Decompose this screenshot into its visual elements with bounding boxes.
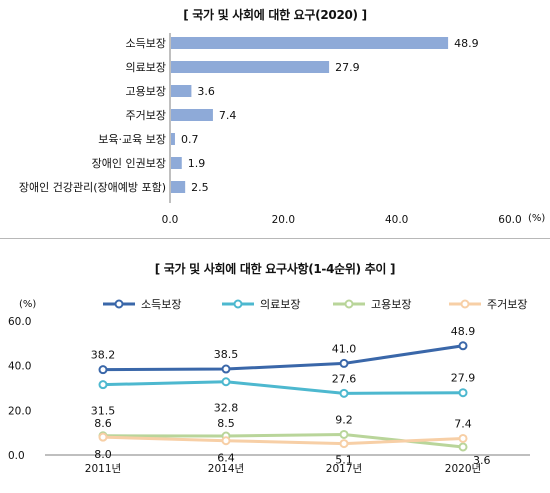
- bar-value-label: 7.4: [219, 109, 237, 122]
- bar-x-tick-label: 40.0: [385, 214, 408, 226]
- data-label: 31.5: [91, 405, 116, 418]
- data-point: [339, 358, 349, 368]
- legend-label: 고용보장: [371, 298, 411, 311]
- data-point: [98, 432, 108, 442]
- bar-chart-title: [ 국가 및 사회에 대한 요구(2020) ]: [183, 8, 367, 22]
- bar-category-label: 고용보장: [126, 85, 166, 98]
- legend-swatch-marker: [344, 299, 354, 309]
- line-chart-svg: (%) 60.0 40.0 20.0 0.0 2011년 2014년 2017년 2020년 소득…: [8, 298, 530, 475]
- bar: [171, 37, 449, 49]
- data-label: 27.6: [332, 372, 357, 385]
- data-label: 8.5: [217, 417, 235, 430]
- data-label: 8.0: [94, 448, 112, 461]
- series-line: [102, 380, 464, 395]
- bar: [171, 61, 330, 73]
- bar-x-tick-label: 60.0: [498, 214, 521, 226]
- line-y-tick-label: 20.0: [8, 405, 31, 417]
- data-label: 8.6: [94, 417, 112, 430]
- bar-value-label: 2.5: [191, 181, 209, 194]
- bar: [171, 157, 182, 169]
- bar: [171, 133, 175, 145]
- bar-x-tick-label: 20.0: [272, 214, 295, 226]
- bar-value-label: 1.9: [188, 157, 206, 170]
- line-y-tick-label: 0.0: [8, 450, 25, 462]
- data-point: [98, 365, 108, 375]
- bar: [171, 85, 192, 97]
- data-label: 38.5: [214, 348, 239, 361]
- bar-value-label: 48.9: [454, 37, 479, 50]
- data-label: 7.4: [454, 417, 472, 430]
- line-unit-label: (%): [19, 299, 36, 310]
- bar-value-label: 0.7: [181, 133, 199, 146]
- data-point: [458, 433, 468, 443]
- data-label: 41.0: [332, 342, 357, 355]
- legend-label: 소득보장: [141, 298, 181, 311]
- line-y-tick-label: 40.0: [8, 361, 31, 373]
- line-chart-panel: [ 국가 및 사회에 대한 요구사항(1-4순위) 추이 ] (%) 60.0 40…: [0, 244, 550, 493]
- series-line: [102, 344, 464, 372]
- line-x-tick-label: 2011년: [85, 463, 121, 475]
- bar-category-label: 장애인 인권보장: [92, 157, 166, 170]
- line-x-tick-label: 2017년: [326, 463, 362, 475]
- legend-label: 주거보장: [487, 298, 527, 311]
- series-line: [102, 435, 464, 446]
- bar-value-label: 3.6: [197, 85, 215, 98]
- bar-chart-svg: 소득보장 48.9 의료보장 27.9 고용보장 3.6 주거보장 7.4 보육·교육 보장 0.…: [19, 33, 545, 226]
- data-label: 48.9: [451, 325, 476, 338]
- legend-label: 의료보장: [260, 298, 300, 311]
- bar-category-label: 의료보장: [126, 61, 166, 74]
- data-label: 27.9: [451, 372, 476, 385]
- line-y-tick-label: 60.0: [8, 316, 31, 328]
- bar-chart-panel: [ 국가 및 사회에 대한 요구(2020) ] 소득보장 48.9 의료보장 27.…: [0, 0, 550, 232]
- data-point: [458, 442, 468, 452]
- data-label: 9.2: [335, 413, 353, 426]
- bar-unit-label: (%): [528, 213, 545, 224]
- data-label: 6.4: [217, 452, 235, 465]
- data-label: 5.1: [335, 454, 353, 467]
- legend-swatch-marker: [233, 299, 243, 309]
- data-point: [221, 364, 231, 374]
- line-x-tick-label: 2020년: [445, 463, 481, 475]
- bar-category-label: 보육·교육 보장: [98, 133, 166, 146]
- bar: [171, 181, 186, 193]
- data-point: [339, 439, 349, 449]
- panel-divider: [0, 238, 550, 239]
- legend-swatch-marker: [114, 299, 124, 309]
- legend-swatch-marker: [460, 299, 470, 309]
- data-point: [221, 377, 231, 387]
- data-point: [458, 388, 468, 398]
- data-label: 3.6: [473, 454, 491, 467]
- bar: [171, 109, 213, 121]
- bar-category-label: 주거보장: [126, 109, 166, 122]
- data-point: [458, 341, 468, 351]
- data-point: [221, 436, 231, 446]
- bar-category-label: 장애인 건강관리(장애예방 포함): [19, 181, 166, 194]
- data-label: 32.8: [214, 402, 239, 415]
- bar-x-tick-label: 0.0: [162, 214, 179, 226]
- bar-category-label: 소득보장: [126, 37, 166, 50]
- data-point: [339, 388, 349, 398]
- data-point: [98, 380, 108, 390]
- line-chart-title: [ 국가 및 사회에 대한 요구사항(1-4순위) 추이 ]: [154, 262, 396, 276]
- bar-value-label: 27.9: [335, 61, 360, 74]
- data-point: [339, 429, 349, 439]
- data-label: 38.2: [91, 349, 116, 362]
- line-x-tick-label: 2014년: [208, 463, 244, 475]
